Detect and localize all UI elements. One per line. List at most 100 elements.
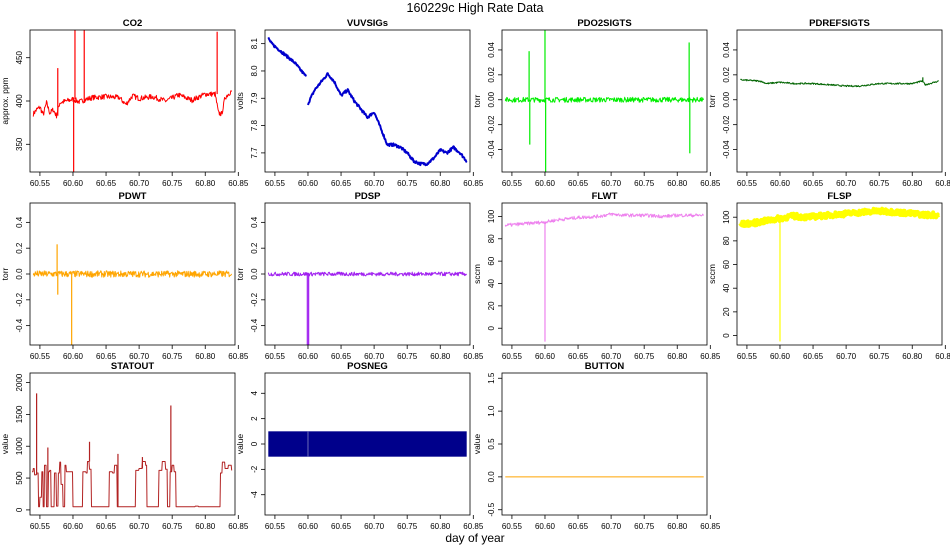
x-tick-label: 60.55	[30, 179, 51, 188]
y-tick-label: 0.0	[487, 471, 496, 483]
x-tick-label: 60.65	[568, 522, 589, 531]
series-line-0	[267, 271, 468, 277]
x-tick-label: 60.75	[634, 522, 655, 531]
y-axis-label: torr	[472, 94, 482, 107]
y-tick-label: 0.04	[487, 42, 496, 58]
y-tick-label: -0.2	[15, 292, 24, 306]
y-tick-label: 400	[15, 94, 24, 108]
plot-frame	[736, 202, 943, 346]
x-tick-label: 60.70	[129, 522, 150, 531]
x-tick-label: 60.55	[737, 352, 758, 361]
series-band	[268, 431, 467, 457]
x-tick-label: 60.85	[463, 352, 484, 361]
chart-title: PDWT	[119, 191, 147, 202]
x-tick-label: 60.75	[869, 352, 890, 361]
y-tick-label: 40	[487, 279, 496, 288]
series-line-0	[504, 212, 704, 227]
x-tick-label: 60.65	[331, 522, 352, 531]
y-axis-label: torr	[235, 267, 245, 280]
x-tick-label: 60.75	[397, 522, 418, 531]
y-tick-label: 0.00	[722, 91, 731, 107]
x-tick-label: 60.80	[195, 522, 216, 531]
plot-frame	[501, 29, 708, 173]
chart-panel-flsp: FLSP 60.55 60.60 60.65 60.70 60.75 60.80 60.85 0…	[707, 191, 950, 361]
x-tick-label: 60.65	[331, 352, 352, 361]
y-tick-label: 1500	[15, 405, 24, 423]
x-tick-label: 60.55	[265, 522, 286, 531]
plot-area	[32, 244, 233, 345]
x-axis-common-label: day of year	[445, 531, 505, 545]
x-tick-label: 60.55	[265, 179, 286, 188]
x-tick-label: 60.60	[770, 179, 791, 188]
y-tick-label: 0.00	[487, 91, 496, 107]
y-tick-label: 0.2	[250, 242, 259, 254]
x-tick-label: 60.65	[331, 179, 352, 188]
y-tick-label: 500	[15, 471, 24, 485]
y-tick-label: -0.4	[15, 318, 24, 332]
x-tick-label: 60.85	[228, 352, 249, 361]
series-line-1	[307, 72, 468, 167]
x-tick-label: 60.70	[836, 352, 857, 361]
chart-panel-pdrefsigts: PDREFSIGTS 60.55 60.60 60.65 60.70 60.75 60.80…	[707, 18, 950, 188]
plot-area	[738, 206, 941, 342]
plot-frame	[501, 202, 708, 346]
x-tick-label: 60.60	[770, 352, 791, 361]
x-tick-label: 60.70	[129, 179, 150, 188]
y-axis-label: torr	[0, 267, 10, 280]
y-tick-label: 0	[250, 441, 259, 446]
y-tick-label: -0.04	[722, 140, 731, 159]
y-tick-label: -0.02	[487, 115, 496, 134]
chart-title: FLSP	[827, 191, 852, 202]
x-tick-label: 60.60	[298, 522, 319, 531]
chart-panel-pdwt: PDWT 60.55 60.60 60.65 60.70 60.75 60.80 60.85 -…	[0, 191, 249, 361]
y-tick-label: -0.2	[250, 292, 259, 306]
x-tick-label: 60.55	[265, 352, 286, 361]
chart-panel-vuvsigs: VUVSIGs 60.55 60.60 60.65 60.70 60.75 60.80 60.…	[235, 18, 484, 188]
plot-area	[267, 271, 468, 345]
y-tick-label: 7.7	[250, 147, 259, 159]
x-tick-label: 60.70	[364, 352, 385, 361]
x-tick-label: 60.55	[502, 352, 523, 361]
chart-panel-co2: CO2 60.55 60.60 60.65 60.70 60.75 60.80 60.85 35…	[0, 18, 249, 188]
x-tick-label: 60.85	[228, 179, 249, 188]
x-tick-label: 60.75	[162, 179, 183, 188]
x-tick-label: 60.70	[836, 179, 857, 188]
plot-frame	[29, 372, 236, 516]
plot-area	[268, 431, 467, 457]
y-axis-label: sccm	[707, 264, 717, 284]
x-tick-label: 60.70	[601, 522, 622, 531]
x-tick-label: 60.55	[502, 522, 523, 531]
x-tick-label: 60.80	[195, 352, 216, 361]
chart-title: PDREFSIGTS	[809, 18, 870, 29]
x-tick-label: 60.85	[463, 522, 484, 531]
plot-area	[32, 30, 233, 172]
chart-title: VUVSIGs	[347, 18, 388, 29]
plot-area	[740, 77, 939, 88]
y-tick-label: 350	[15, 137, 24, 151]
x-tick-label: 60.80	[902, 179, 923, 188]
chart-panel-posneg: POSNEG 60.55 60.60 60.65 60.70 60.75 60.80 60.8…	[235, 361, 484, 531]
chart-title: BUTTON	[585, 361, 625, 372]
x-tick-label: 60.55	[30, 522, 51, 531]
y-tick-label: 0.0	[15, 268, 24, 280]
x-tick-label: 60.70	[364, 179, 385, 188]
y-tick-label: 40	[722, 283, 731, 292]
chart-panel-flwt: FLWT 60.55 60.60 60.65 60.70 60.75 60.80 60.85 0…	[472, 191, 721, 361]
x-tick-label: 60.75	[397, 352, 418, 361]
x-tick-label: 60.75	[162, 522, 183, 531]
x-tick-label: 60.60	[63, 522, 84, 531]
x-tick-label: 60.55	[502, 179, 523, 188]
y-tick-label: 0.5	[487, 438, 496, 450]
y-tick-label: 80	[722, 236, 731, 245]
y-axis-label: approx. ppm	[0, 77, 10, 124]
x-tick-label: 60.60	[535, 179, 556, 188]
series-line-0	[740, 78, 939, 88]
x-tick-label: 60.75	[397, 179, 418, 188]
y-tick-label: 1.5	[487, 372, 496, 384]
x-tick-label: 60.70	[129, 352, 150, 361]
y-tick-label: 1.0	[487, 405, 496, 417]
x-tick-label: 60.65	[803, 179, 824, 188]
x-tick-label: 60.60	[63, 352, 84, 361]
y-axis-label: sccm	[472, 264, 482, 284]
